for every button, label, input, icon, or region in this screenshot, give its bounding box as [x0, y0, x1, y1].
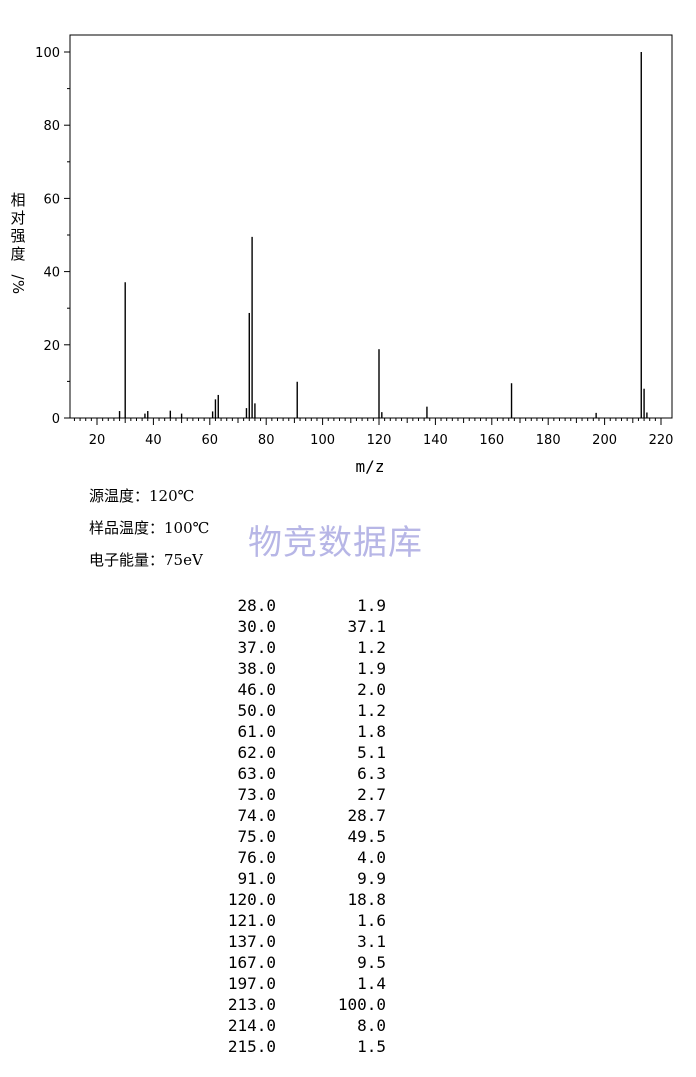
peak-intensity: 1.5 — [357, 1037, 386, 1056]
peak-mz: 197.0 — [227, 974, 276, 993]
peak-mz: 120.0 — [227, 890, 276, 909]
peak-row: 120.0 18.8 — [210, 889, 386, 910]
x-tick-label: 120 — [367, 433, 392, 448]
peak-intensity: 8.0 — [357, 1016, 386, 1035]
peak-mz: 167.0 — [227, 953, 276, 972]
peak-row: 46.0 2.0 — [210, 679, 386, 700]
peak-intensity: 3.1 — [357, 932, 386, 951]
peak-row: 74.0 28.7 — [210, 805, 386, 826]
x-tick-label: 80 — [258, 433, 275, 448]
peak-row: 62.0 5.1 — [210, 742, 386, 763]
peak-intensity: 1.2 — [357, 701, 386, 720]
x-tick-label: 220 — [649, 433, 674, 448]
peak-row: 214.0 8.0 — [210, 1015, 386, 1036]
peak-intensity: 1.9 — [357, 659, 386, 678]
y-tick-label: 40 — [43, 266, 60, 281]
peak-mz: 215.0 — [227, 1037, 276, 1056]
peak-intensity: 4.0 — [357, 848, 386, 867]
peak-row: 213.0 100.0 — [210, 994, 386, 1015]
peak-intensity: 5.1 — [357, 743, 386, 762]
peak-table: 28.0 1.9 30.0 37.1 37.0 1.2 38.0 1.9 46.0 2.0 50.0… — [210, 595, 386, 1057]
peak-row: 38.0 1.9 — [210, 658, 386, 679]
peak-row: 75.0 49.5 — [210, 826, 386, 847]
mass-spectrum-chart: 0 20 40 60 80 100 20 40 60 80 100 120 140 160 180 200 22… — [9, 34, 674, 476]
x-tick-label: 160 — [479, 433, 504, 448]
source-temperature: 源温度：120℃ — [89, 487, 195, 505]
peak-row: 63.0 6.3 — [210, 763, 386, 784]
y-axis-label-char: / — [9, 274, 27, 280]
peak-intensity: 1.6 — [357, 911, 386, 930]
peak-intensity: 6.3 — [357, 764, 386, 783]
peak-row: 50.0 1.2 — [210, 700, 386, 721]
peak-mz: 37.0 — [237, 638, 276, 657]
peak-intensity: 28.7 — [347, 806, 386, 825]
peak-intensity: 37.1 — [347, 617, 386, 636]
peak-intensity: 2.0 — [357, 680, 386, 699]
x-tick-label: 20 — [89, 433, 106, 448]
peak-row: 91.0 9.9 — [210, 868, 386, 889]
peak-row: 197.0 1.4 — [210, 973, 386, 994]
peak-mz: 30.0 — [237, 617, 276, 636]
peak-mz: 50.0 — [237, 701, 276, 720]
peak-row: 61.0 1.8 — [210, 721, 386, 742]
peak-intensity: 9.9 — [357, 869, 386, 888]
peak-row: 28.0 1.9 — [210, 595, 386, 616]
peak-mz: 137.0 — [227, 932, 276, 951]
watermark: 物竞数据库 — [248, 523, 423, 563]
peak-mz: 91.0 — [237, 869, 276, 888]
y-tick-label: 100 — [35, 46, 60, 61]
y-tick-label: 20 — [43, 339, 60, 354]
peak-row: 30.0 37.1 — [210, 616, 386, 637]
peak-intensity: 1.9 — [357, 596, 386, 615]
peak-intensity: 1.8 — [357, 722, 386, 741]
y-axis-label-char: % — [9, 280, 27, 294]
peak-mz: 38.0 — [237, 659, 276, 678]
plot-frame — [69, 34, 673, 419]
peak-mz: 76.0 — [237, 848, 276, 867]
electron-energy: 电子能量：75eV — [89, 551, 203, 569]
peak-row: 215.0 1.5 — [210, 1036, 386, 1057]
peak-mz: 121.0 — [227, 911, 276, 930]
x-tick-label: 100 — [310, 433, 335, 448]
peak-intensity: 9.5 — [357, 953, 386, 972]
sample-temperature: 样品温度：100℃ — [89, 519, 210, 537]
peak-mz: 63.0 — [237, 764, 276, 783]
peak-mz: 28.0 — [237, 596, 276, 615]
peak-row: 37.0 1.2 — [210, 637, 386, 658]
y-tick-label: 80 — [43, 119, 60, 134]
y-tick-label: 0 — [52, 412, 60, 427]
x-tick-label: 140 — [423, 433, 448, 448]
y-axis-label-char: 相 — [10, 191, 25, 209]
x-tick-label: 200 — [592, 433, 617, 448]
peak-row: 121.0 1.6 — [210, 910, 386, 931]
x-axis-label: m/z — [356, 457, 385, 476]
peak-intensity: 2.7 — [357, 785, 386, 804]
peak-intensity: 1.2 — [357, 638, 386, 657]
peak-intensity: 18.8 — [347, 890, 386, 909]
y-axis-label-char: 对 — [10, 209, 25, 227]
peak-mz: 46.0 — [237, 680, 276, 699]
x-tick-label: 180 — [536, 433, 561, 448]
y-axis-label-char: 强 — [10, 227, 25, 245]
peak-intensity: 1.4 — [357, 974, 386, 993]
peak-mz: 75.0 — [237, 827, 276, 846]
peak-mz: 62.0 — [237, 743, 276, 762]
peak-mz: 74.0 — [237, 806, 276, 825]
peak-row: 167.0 9.5 — [210, 952, 386, 973]
y-tick-label: 60 — [43, 192, 60, 207]
peak-mz: 213.0 — [227, 995, 276, 1014]
peak-row: 76.0 4.0 — [210, 847, 386, 868]
peak-mz: 214.0 — [227, 1016, 276, 1035]
peak-intensity: 49.5 — [347, 827, 386, 846]
peak-row: 73.0 2.7 — [210, 784, 386, 805]
peak-intensity: 100.0 — [337, 995, 386, 1014]
y-axis-label-char: 度 — [10, 245, 25, 263]
peak-mz: 73.0 — [237, 785, 276, 804]
x-tick-label: 60 — [202, 433, 219, 448]
x-tick-label: 40 — [145, 433, 162, 448]
peak-mz: 61.0 — [237, 722, 276, 741]
peak-row: 137.0 3.1 — [210, 931, 386, 952]
